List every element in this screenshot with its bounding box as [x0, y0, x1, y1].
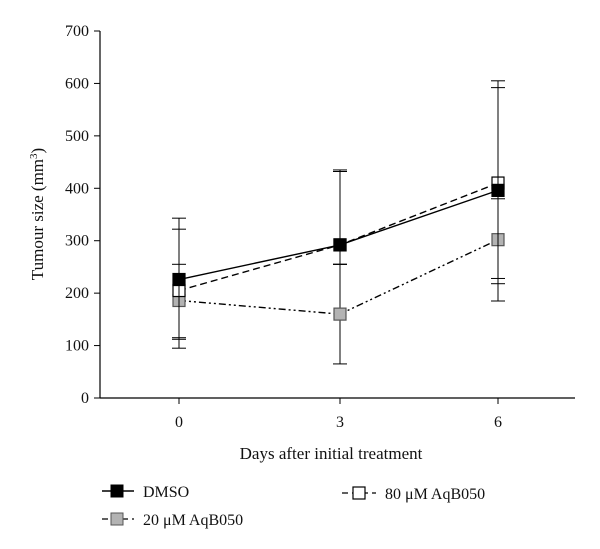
legend-marker-dmso: [110, 484, 124, 498]
series-line: [178, 182, 499, 292]
x-tick-label: 0: [175, 414, 183, 431]
legend-label-80um: 80 μM AqB050: [385, 486, 485, 503]
legend-marker-80um: [352, 486, 366, 500]
y-tick-label: 600: [65, 75, 89, 92]
y-tick-label: 100: [65, 338, 89, 355]
legend-label-20um: 20 μM AqB050: [143, 512, 243, 529]
x-axis-label: Days after initial treatment: [240, 444, 423, 463]
legend-item-20um-aqb050: 20 μM AqB050: [102, 512, 243, 529]
y-tick-label: 300: [65, 233, 89, 250]
x-tick-label: 3: [336, 414, 344, 431]
y-tick-label: 0: [81, 390, 89, 407]
series-layer: [172, 80, 505, 365]
legend-marker-20um: [110, 512, 124, 526]
y-axis-label: Tumour size (mm3): [28, 148, 47, 280]
axes: 0 100 200 300 400 500 600 700 0 3 6: [65, 23, 575, 431]
legend-label-dmso: DMSO: [143, 484, 189, 501]
y-axis-label-main: Tumour size (mm: [28, 159, 47, 280]
y-tick-label: 200: [65, 285, 89, 302]
series-line: [178, 189, 499, 281]
y-tick-label: 500: [65, 128, 89, 145]
data-point: [172, 272, 186, 287]
legend-item-dmso: DMSO: [102, 484, 189, 501]
series-20um-aqb050: [172, 198, 505, 365]
y-axis-label-superscript: 3: [28, 153, 40, 159]
data-point: [333, 238, 347, 252]
x-tick-label: 6: [494, 414, 502, 431]
y-axis-label-end: ): [28, 148, 47, 154]
y-tick-label: 400: [65, 180, 89, 197]
legend-item-80um-aqb050: 80 μM AqB050: [342, 486, 485, 503]
y-tick-label: 700: [65, 23, 89, 40]
series-dmso: [172, 80, 505, 339]
data-point: [333, 307, 347, 321]
legend: DMSO 20 μM AqB050 80 μM AqB050: [102, 484, 485, 529]
data-point: [491, 183, 505, 197]
